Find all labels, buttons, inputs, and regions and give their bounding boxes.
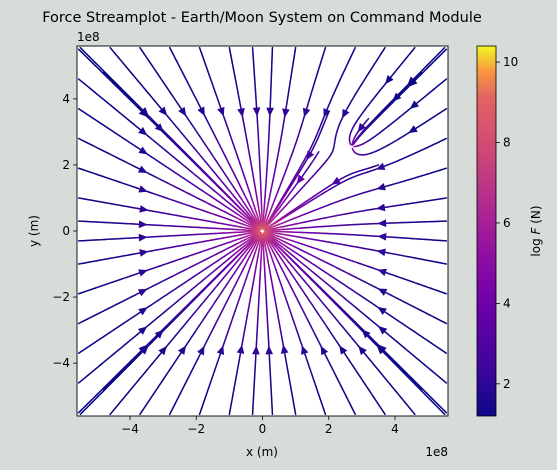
streamline-arrow (217, 106, 225, 117)
streamline-arrow (138, 220, 148, 229)
streamlines (77, 46, 448, 416)
streamline-arrow (158, 346, 167, 356)
streamline-arrow (138, 269, 148, 277)
streamline-arrow (197, 106, 205, 117)
streamline-arrow (138, 233, 148, 242)
streamline-arrow (216, 345, 225, 355)
streamline-arrow (377, 306, 387, 316)
streamline-segment (349, 142, 352, 146)
streamline-arrow (265, 345, 274, 355)
streamline-arrow (377, 288, 388, 296)
streamline-arrow (377, 219, 387, 228)
streamline-arrow (280, 344, 289, 354)
streamline-arrow (376, 248, 386, 257)
chart-title: Force Streamplot - Earth/Moon System on … (42, 10, 482, 26)
streamline-segment (351, 147, 354, 152)
streamline-arrow (377, 268, 387, 277)
streamline-arrow (252, 107, 261, 117)
streamline-arrow (282, 108, 290, 118)
streamline-arrow (266, 107, 275, 117)
streamline-arrow (252, 345, 260, 355)
streamline-arrow (378, 326, 388, 335)
streamline-arrow (178, 106, 187, 117)
streamline-arrow (137, 326, 148, 335)
streamline-arrow (177, 345, 187, 355)
streamline-arrow (236, 344, 245, 354)
streamline-arrow (377, 232, 387, 241)
streamline-arrow (197, 345, 205, 356)
streamline-arrow (158, 106, 168, 116)
streamline-arrow (137, 288, 148, 297)
streamline-arrow (237, 107, 245, 118)
streamline-arrow (138, 307, 148, 316)
streamline-arrow (139, 249, 149, 257)
